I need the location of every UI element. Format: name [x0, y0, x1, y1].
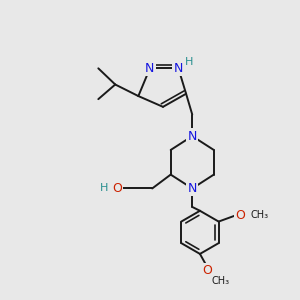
- Text: O: O: [203, 264, 213, 277]
- Text: N: N: [174, 62, 183, 75]
- Text: O: O: [112, 182, 122, 195]
- Text: CH₃: CH₃: [212, 276, 230, 286]
- Text: N: N: [188, 182, 197, 195]
- Text: H: H: [100, 184, 109, 194]
- Text: O: O: [235, 209, 245, 222]
- Text: N: N: [188, 130, 197, 142]
- Text: N: N: [145, 62, 154, 75]
- Text: H: H: [185, 57, 194, 67]
- Text: CH₃: CH₃: [251, 210, 269, 220]
